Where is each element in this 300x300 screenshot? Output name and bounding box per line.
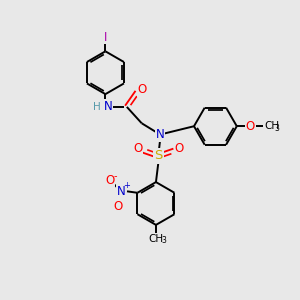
- Text: O: O: [175, 142, 184, 155]
- Text: -: -: [114, 171, 118, 181]
- Text: 3: 3: [274, 124, 279, 133]
- Text: N: N: [156, 128, 164, 141]
- Text: O: O: [246, 120, 255, 133]
- Text: O: O: [133, 142, 142, 155]
- Text: O: O: [105, 173, 114, 187]
- Text: 3: 3: [162, 236, 167, 245]
- Text: CH: CH: [264, 121, 279, 131]
- Text: N: N: [117, 185, 125, 198]
- Text: N: N: [103, 100, 112, 113]
- Text: S: S: [154, 149, 163, 162]
- Text: +: +: [123, 182, 130, 190]
- Text: H: H: [93, 102, 101, 112]
- Text: O: O: [138, 82, 147, 96]
- Text: I: I: [104, 31, 107, 44]
- Text: O: O: [113, 200, 123, 213]
- Text: CH: CH: [148, 234, 164, 244]
